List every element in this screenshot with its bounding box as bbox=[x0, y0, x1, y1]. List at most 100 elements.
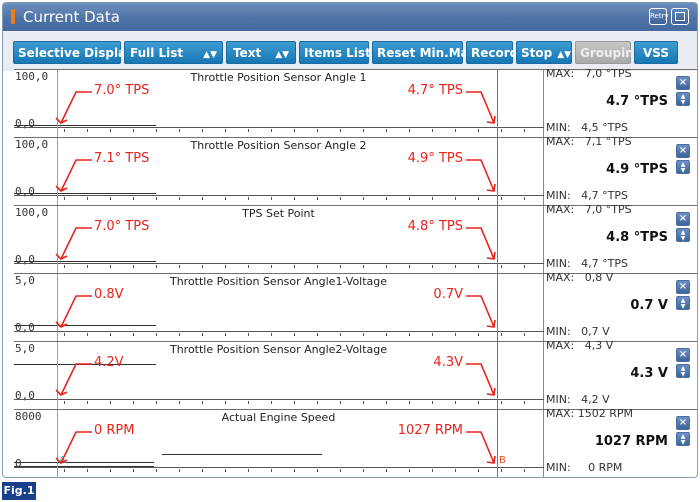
updown-toggle-icon[interactable]: ▲ ▼ bbox=[676, 296, 690, 310]
updown-toggle-icon[interactable]: ▲ ▼ bbox=[676, 364, 690, 378]
grouping-button[interactable]: Grouping bbox=[575, 41, 642, 64]
data-trace bbox=[14, 466, 154, 467]
graph-plot-area[interactable]: Throttle Position Sensor Angle 1 100,0 0,0… bbox=[14, 70, 544, 138]
annotation-arrow bbox=[55, 253, 68, 260]
text-button[interactable]: Text ▲▼ bbox=[226, 41, 296, 64]
annotation-arrow bbox=[60, 295, 92, 328]
vss-button[interactable]: VSS bbox=[634, 41, 678, 64]
x-axis-tick bbox=[432, 401, 433, 404]
x-axis-tick bbox=[271, 197, 272, 200]
retry-icon[interactable]: Retry bbox=[649, 8, 669, 25]
cursor-b-line[interactable] bbox=[497, 274, 498, 342]
left-annotation: 4.2V bbox=[94, 355, 124, 370]
annotation-arrow bbox=[466, 431, 495, 464]
close-icon[interactable]: × bbox=[676, 144, 690, 158]
close-icon[interactable]: × bbox=[676, 76, 690, 90]
x-axis-tick bbox=[248, 401, 249, 404]
x-axis-tick bbox=[524, 469, 525, 472]
x-axis-tick bbox=[363, 469, 364, 472]
x-axis-tick bbox=[133, 469, 134, 472]
x-axis-tick bbox=[87, 265, 88, 268]
x-axis-tick bbox=[179, 469, 180, 472]
x-axis-tick bbox=[248, 129, 249, 132]
graph-plot-area[interactable]: TPS Set Point 100,0 0,0 7.0° TPS 4.8° TPS bbox=[14, 206, 544, 274]
items-list-button[interactable]: Items List▲▼ bbox=[299, 41, 388, 64]
value-readout: MAX: 7,0 °TPS 4.7 °TPS MIN: 4,5 °TPS × ▲ ▼ bbox=[544, 67, 696, 138]
x-axis-tick bbox=[202, 197, 203, 200]
close-icon[interactable]: × bbox=[676, 348, 690, 362]
graph-plot-area[interactable]: Throttle Position Sensor Angle2-Voltage 5… bbox=[14, 342, 544, 410]
x-axis-tick bbox=[363, 265, 364, 268]
updown-toggle-icon[interactable]: ▲ ▼ bbox=[676, 160, 690, 174]
cursor-b-line[interactable] bbox=[497, 138, 498, 206]
stop-button[interactable]: Stop ▲▼ bbox=[516, 41, 572, 64]
updown-toggle-icon[interactable]: ▲ ▼ bbox=[676, 92, 690, 106]
cursor-a-line[interactable] bbox=[57, 274, 58, 342]
cursor-b-line[interactable] bbox=[497, 342, 498, 410]
x-axis-tick bbox=[271, 129, 272, 132]
graph-title: TPS Set Point bbox=[242, 207, 315, 220]
x-axis-tick bbox=[409, 197, 410, 200]
updown-glyph: ▲ ▼ bbox=[680, 297, 686, 310]
close-icon[interactable]: × bbox=[676, 280, 690, 294]
x-axis-tick bbox=[110, 197, 111, 200]
updown-toggle-icon[interactable]: ▲ ▼ bbox=[676, 228, 690, 242]
cursor-b-line[interactable] bbox=[497, 70, 498, 138]
x-axis-tick bbox=[340, 401, 341, 404]
left-annotation: 0.8V bbox=[94, 287, 124, 302]
x-axis-tick bbox=[478, 469, 479, 472]
graph-title: Throttle Position Sensor Angle 1 bbox=[190, 71, 367, 84]
cursor-a-line[interactable] bbox=[57, 70, 58, 138]
x-axis-tick bbox=[524, 265, 525, 268]
x-axis-tick bbox=[225, 469, 226, 472]
window-maximize-icon[interactable] bbox=[671, 8, 689, 25]
x-axis-tick bbox=[156, 129, 157, 132]
updown-glyph: ▲ ▼ bbox=[680, 93, 686, 106]
reset-minmax-button[interactable]: Reset Min.Max bbox=[372, 41, 477, 64]
min-value: MIN: 0 RPM bbox=[546, 461, 623, 474]
x-axis-tick bbox=[64, 265, 65, 268]
max-value: MAX: 1502 RPM bbox=[546, 407, 634, 420]
x-axis-tick bbox=[133, 401, 134, 404]
cursor-a-line[interactable] bbox=[57, 410, 58, 477]
close-icon[interactable]: × bbox=[676, 416, 690, 430]
items-list-label: Items List bbox=[304, 46, 371, 60]
x-axis-tick bbox=[501, 197, 502, 200]
annotation-arrow bbox=[486, 455, 496, 464]
x-axis-tick bbox=[225, 265, 226, 268]
graph-plot-area[interactable]: Throttle Position Sensor Angle 2 100,0 0,0… bbox=[14, 138, 544, 206]
annotation-arrows bbox=[55, 295, 496, 328]
updown-toggle-icon[interactable]: ▲ ▼ bbox=[676, 432, 690, 446]
graph-plot-area[interactable]: Actual Engine Speed 8000 0 A B 0 RPM 1027 RPM bbox=[14, 410, 544, 477]
record-button[interactable]: Record bbox=[466, 41, 518, 64]
graph-plot-area[interactable]: Throttle Position Sensor Angle1-Voltage 5… bbox=[14, 274, 544, 342]
cursor-a-line[interactable] bbox=[57, 206, 58, 274]
min-value: MIN: 4,2 V bbox=[546, 393, 610, 406]
y-axis-min-label: 0,0 bbox=[15, 185, 35, 198]
x-axis-tick bbox=[524, 129, 525, 132]
annotation-arrow bbox=[55, 389, 68, 396]
x-axis-tick bbox=[133, 333, 134, 336]
vss-label: VSS bbox=[642, 46, 670, 60]
left-annotation: 7.0° TPS bbox=[94, 83, 150, 98]
x-axis-tick bbox=[225, 333, 226, 336]
selective-display-button[interactable]: Selective Display▲▼ bbox=[13, 41, 152, 64]
x-axis-tick bbox=[432, 129, 433, 132]
full-list-button[interactable]: Full List ▲▼ bbox=[124, 41, 223, 64]
cursor-a-line[interactable] bbox=[57, 342, 58, 410]
graph-panel: Throttle Position Sensor Angle1-Voltage 5… bbox=[14, 271, 697, 342]
x-axis-line bbox=[14, 195, 544, 196]
close-icon[interactable]: × bbox=[676, 212, 690, 226]
cursor-b-label: B bbox=[499, 455, 506, 466]
current-value: 4.3 V bbox=[630, 366, 668, 381]
data-trace bbox=[162, 454, 322, 455]
annotation-arrow bbox=[60, 227, 92, 260]
x-axis-tick bbox=[294, 401, 295, 404]
cursor-a-line[interactable] bbox=[57, 138, 58, 206]
cursor-b-line[interactable] bbox=[497, 410, 498, 477]
annotation-arrows bbox=[55, 431, 496, 464]
updown-icon: ▲▼ bbox=[275, 50, 290, 60]
x-axis-tick bbox=[87, 197, 88, 200]
min-value: MIN: 4,7 °TPS bbox=[546, 189, 628, 202]
cursor-b-line[interactable] bbox=[497, 206, 498, 274]
